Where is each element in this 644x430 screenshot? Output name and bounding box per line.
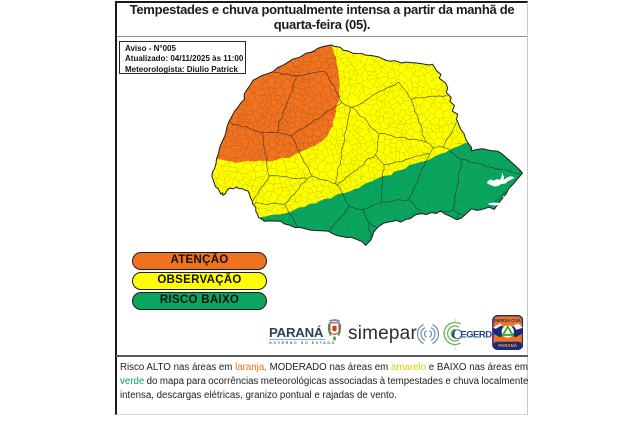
svg-text:DEFESA CIVIL: DEFESA CIVIL bbox=[493, 318, 521, 323]
svg-text:EGERD: EGERD bbox=[460, 330, 492, 341]
svg-text:C: C bbox=[451, 327, 461, 343]
svg-text:PARANÁ: PARANÁ bbox=[498, 342, 518, 348]
